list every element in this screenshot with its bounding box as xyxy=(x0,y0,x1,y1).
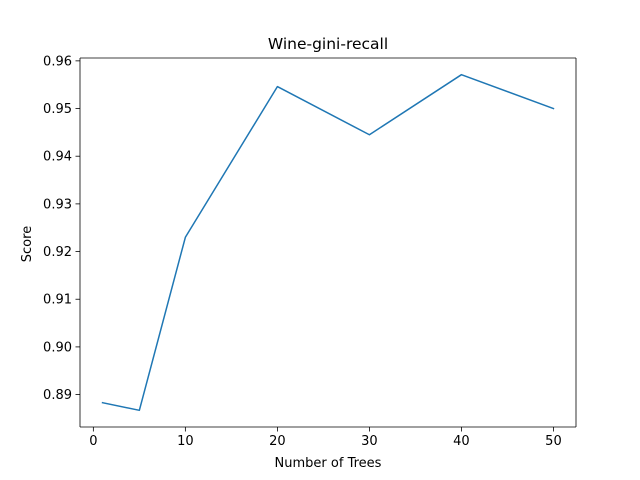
y-tick-label: 0.89 xyxy=(43,388,72,403)
chart-title: Wine-gini-recall xyxy=(268,35,388,53)
y-tick-label: 0.90 xyxy=(43,340,72,355)
x-tick-label: 30 xyxy=(361,434,378,449)
x-tick-label: 40 xyxy=(453,434,470,449)
y-tick-label: 0.94 xyxy=(43,150,72,165)
y-tick-label: 0.95 xyxy=(43,102,72,117)
x-axis-label: Number of Trees xyxy=(275,456,382,471)
x-tick-label: 10 xyxy=(177,434,194,449)
plot-area: 0 10 20 30 40 50 0.89 0.90 0.91 0.92 0.93 0.94 0.95 0… xyxy=(43,54,577,449)
x-tick-label: 0 xyxy=(89,434,97,449)
series-line-0 xyxy=(101,73,555,412)
y-tick-label: 0.92 xyxy=(43,245,72,260)
y-axis-label: Score xyxy=(20,226,35,262)
y-tick-label: 0.91 xyxy=(43,293,72,308)
x-tick-label: 20 xyxy=(269,434,286,449)
y-tick-label: 0.96 xyxy=(43,54,72,69)
y-tick-label: 0.93 xyxy=(43,197,72,212)
x-tick-label: 50 xyxy=(545,434,562,449)
